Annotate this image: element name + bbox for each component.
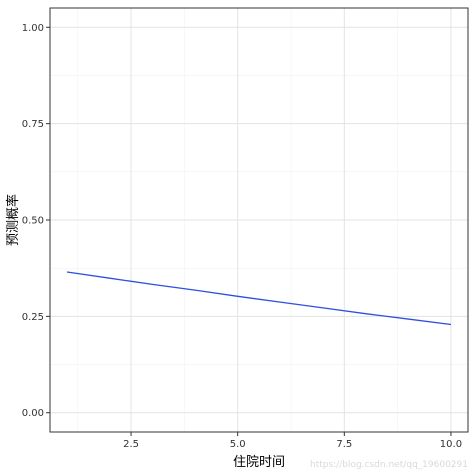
major-gridlines [50, 8, 468, 432]
series-line-0 [66, 271, 452, 326]
x-tick-label-0: 2.5 [123, 439, 139, 450]
y-tick-label-3: 0.75 [22, 119, 44, 130]
x-axis-title: 住院时间 [233, 455, 285, 470]
y-tick-label-4: 1.00 [22, 23, 44, 34]
series-layer [66, 271, 452, 326]
y-axis: 0.00 0.25 0.50 0.75 1.00 [22, 23, 50, 419]
x-tick-label-2: 7.5 [336, 439, 352, 450]
watermark: https://blog.csdn.net/qq_19600291 [309, 460, 468, 470]
y-tick-label-1: 0.25 [22, 312, 44, 323]
x-axis: 2.5 5.0 7.5 10.0 [123, 432, 462, 450]
y-tick-label-0: 0.00 [22, 408, 44, 419]
x-tick-label-1: 5.0 [230, 439, 246, 450]
x-tick-label-3: 10.0 [440, 439, 462, 450]
y-axis-title: 预测概率 [5, 194, 21, 246]
y-tick-label-2: 0.50 [22, 216, 44, 227]
